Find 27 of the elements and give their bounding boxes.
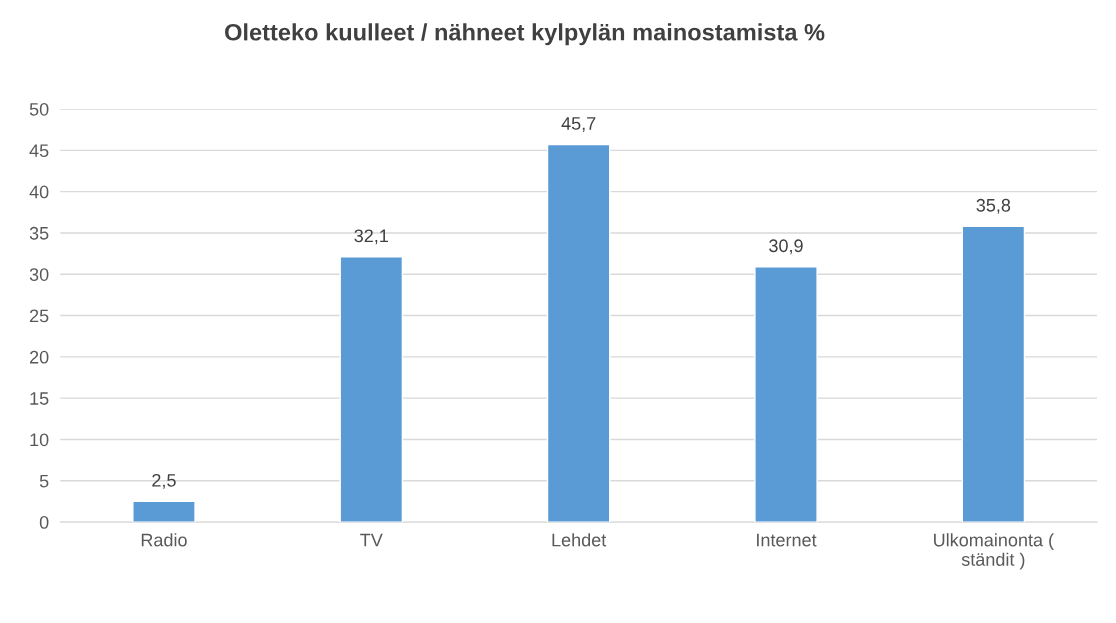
data-label: 2,5: [152, 473, 176, 489]
bar: [132, 500, 196, 523]
y-tick-label: 15: [30, 392, 49, 405]
chart-title: Oletteko kuulleet / nähneet kylpylän mainostamista %: [225, 23, 825, 46]
y-tick-label: 0: [39, 516, 49, 529]
data-label: 45,7: [561, 117, 596, 132]
x-tick-label: TV: [360, 533, 383, 547]
data-label: 32,1: [354, 229, 388, 245]
y-tick-label: 50: [29, 102, 49, 116]
bar: [961, 225, 1026, 523]
x-tick-label: Radio: [141, 533, 187, 547]
x-tick-label: Internet: [757, 533, 817, 547]
y-tick-label: 10: [30, 433, 49, 447]
x-tick-label: Ulkomainonta ( ständit ): [934, 533, 1054, 570]
y-tick-label: 25: [29, 309, 49, 323]
bar: [339, 256, 404, 523]
data-label: 35,8: [976, 198, 1011, 214]
data-label: 30,9: [769, 239, 803, 255]
y-tick-label: 5: [39, 474, 49, 488]
x-tick-label: Lehdet: [552, 533, 607, 547]
y-tick-label: 30: [29, 268, 49, 281]
bar: [546, 143, 611, 523]
y-tick-label: 35: [29, 226, 49, 240]
y-tick-label: 20: [29, 350, 49, 364]
y-tick-label: 40: [29, 185, 49, 199]
y-tick-label: 45: [29, 144, 49, 158]
bar: [754, 266, 818, 523]
